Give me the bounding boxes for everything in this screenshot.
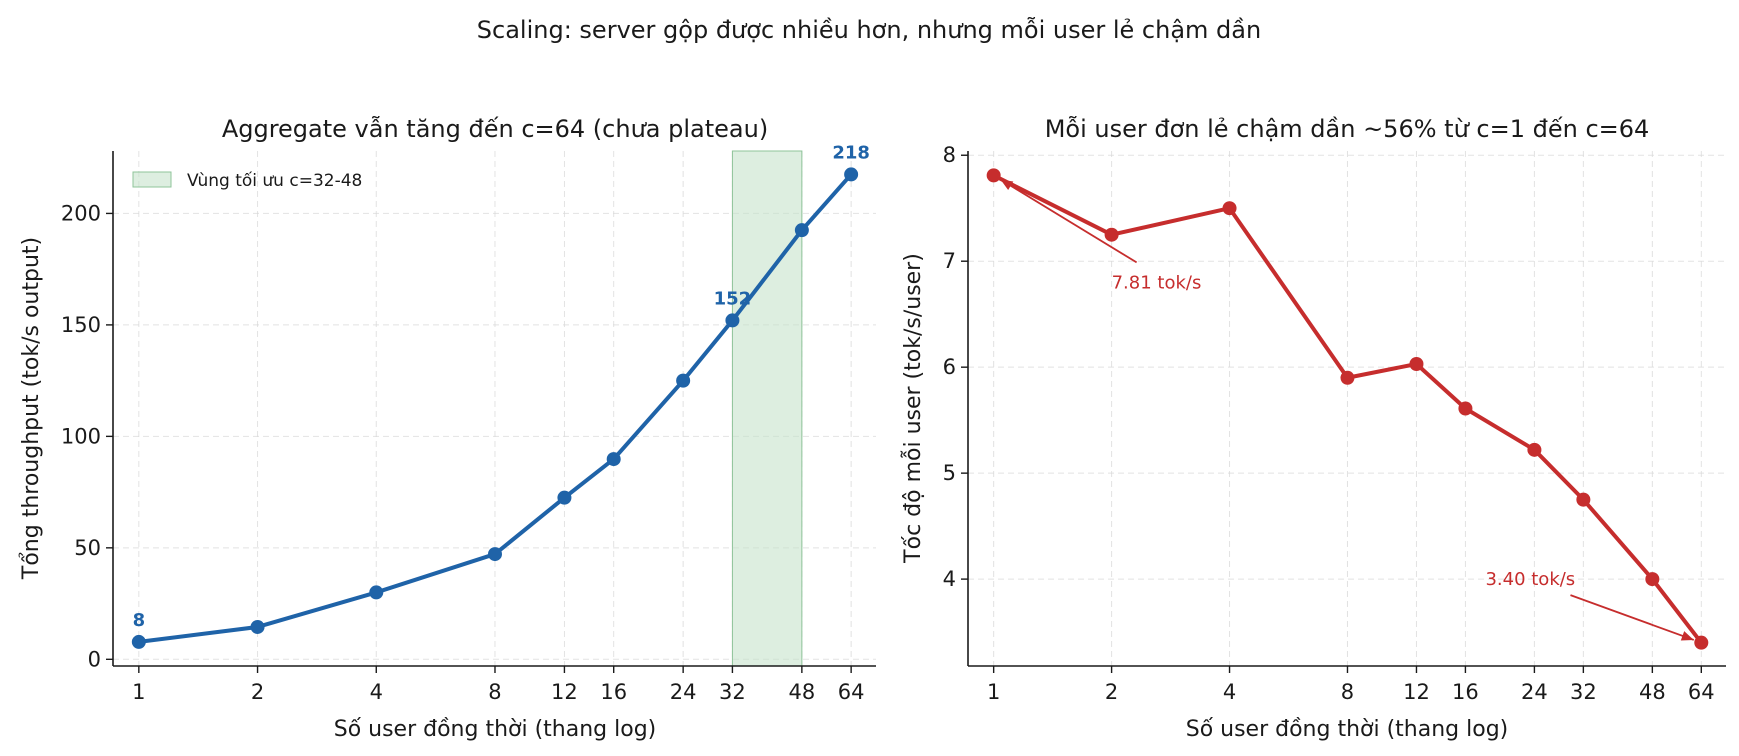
per-user-y-tick-label: 8 <box>943 143 956 167</box>
per-user-y-axis-label: Tốc độ mỗi user (tok/s/user) <box>900 253 926 564</box>
optimal-region <box>731 150 803 667</box>
throughput-x-tick-label: 32 <box>719 680 746 704</box>
throughput-legend: Vùng tối ưu c=32-48 <box>132 170 362 191</box>
per-user-annotation-label: 7.81 tok/s <box>1112 272 1202 293</box>
per-user-x-tick-label: 1 <box>987 680 1000 704</box>
per-user-point <box>1694 635 1709 650</box>
per-user-y-tick-label: 6 <box>943 355 956 379</box>
throughput-point <box>676 373 691 388</box>
per-user-x-tick-label: 4 <box>1223 680 1236 704</box>
optimal-region-band <box>731 150 803 667</box>
throughput-point-label: 8 <box>133 610 146 631</box>
per-user-point <box>1645 572 1660 587</box>
throughput-x-tick-label: 8 <box>488 680 501 704</box>
per-user-annotation-label: 3.40 tok/s <box>1485 569 1575 590</box>
throughput-point-labels: 8 152 218 <box>133 142 870 631</box>
per-user-x-tick-label: 8 <box>1341 680 1354 704</box>
figure-suptitle: Scaling: server gộp được nhiều hơn, nhưn… <box>477 15 1261 44</box>
throughput-x-tick-label: 48 <box>788 680 815 704</box>
per-user-point <box>1527 442 1542 457</box>
per-user-x-tick-label: 12 <box>1403 680 1430 704</box>
throughput-y-tick-label: 200 <box>61 201 101 225</box>
per-user-chart-title: Mỗi user đơn lẻ chậm dần ~56% từ c=1 đến… <box>1045 114 1650 143</box>
throughput-x-tick-label: 64 <box>838 680 865 704</box>
per-user-point <box>1222 201 1237 216</box>
per-user-y-tick-label: 7 <box>943 249 956 273</box>
throughput-line <box>136 172 854 644</box>
throughput-x-tick-label: 16 <box>600 680 627 704</box>
per-user-point <box>1576 492 1591 507</box>
per-user-line <box>991 173 1704 645</box>
throughput-x-tick-label: 12 <box>551 680 578 704</box>
throughput-chart-title: Aggregate vẫn tăng đến c=64 (chưa platea… <box>222 114 768 143</box>
throughput-point <box>844 167 859 182</box>
throughput-y-axis-label: Tổng throughput (tok/s output) <box>19 237 44 580</box>
throughput-series <box>131 167 859 649</box>
throughput-x-tick-label: 2 <box>251 680 264 704</box>
throughput-point <box>725 313 740 328</box>
throughput-point <box>131 634 146 649</box>
per-user-annotation-arrow <box>1570 594 1695 641</box>
per-user-x-tick-label: 16 <box>1452 680 1479 704</box>
per-user-x-tick-label: 64 <box>1688 680 1715 704</box>
legend-swatch-optimal-region <box>132 171 172 188</box>
throughput-x-tick-label: 24 <box>670 680 697 704</box>
per-user-annotations: 7.81 tok/s 3.40 tok/s <box>1000 178 1695 641</box>
throughput-y-tick-label: 100 <box>61 424 101 448</box>
per-user-y-tick-label: 4 <box>943 567 956 591</box>
per-user-series <box>986 168 1709 650</box>
per-user-x-tick-label: 32 <box>1570 680 1597 704</box>
throughput-y-tick-label: 50 <box>74 536 101 560</box>
throughput-point-label: 152 <box>714 288 752 309</box>
throughput-point <box>369 585 384 600</box>
throughput-point <box>794 223 809 238</box>
per-user-gridlines <box>968 151 1726 666</box>
legend-label-optimal-region: Vùng tối ưu c=32-48 <box>187 170 362 191</box>
throughput-x-tick-label: 4 <box>370 680 383 704</box>
throughput-y-tick-label: 150 <box>61 313 101 337</box>
throughput-point <box>487 547 502 562</box>
throughput-x-tick-label: 1 <box>132 680 145 704</box>
per-user-annotation-arrowhead <box>1680 631 1694 641</box>
per-user-x-axis-label: Số user đồng thời (thang log) <box>1186 717 1509 742</box>
throughput-y-tick-label: 0 <box>88 647 101 671</box>
throughput-point <box>250 619 265 634</box>
per-user-annotation-arrowhead <box>1000 179 1014 191</box>
per-user-point <box>1458 401 1473 416</box>
per-user-point <box>1340 370 1355 385</box>
per-user-x-tick-label: 48 <box>1639 680 1666 704</box>
per-user-point <box>1104 227 1119 242</box>
throughput-point <box>557 490 572 505</box>
per-user-x-tick-label: 24 <box>1521 680 1548 704</box>
throughput-point <box>606 452 621 467</box>
throughput-point-label: 218 <box>832 142 870 163</box>
per-user-point <box>986 168 1001 183</box>
throughput-x-axis-label: Số user đồng thời (thang log) <box>334 717 657 742</box>
per-user-point <box>1409 356 1424 371</box>
per-user-y-tick-label: 5 <box>943 461 956 485</box>
per-user-x-tick-label: 2 <box>1105 680 1118 704</box>
per-user-annotation-arrow <box>1000 178 1138 264</box>
